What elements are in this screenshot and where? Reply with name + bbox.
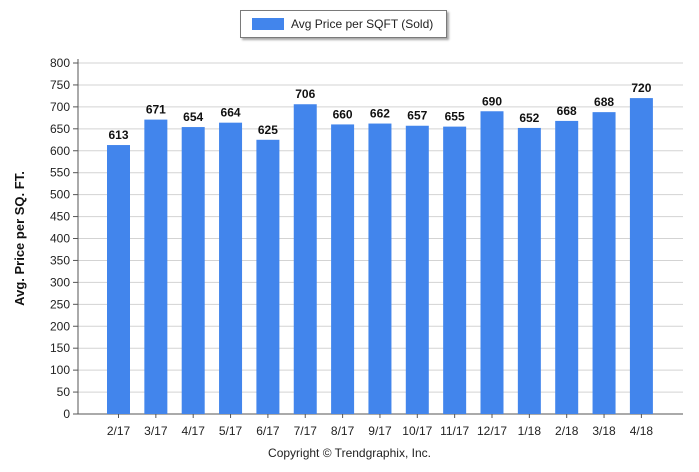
y-tick-label: 0 <box>63 407 70 421</box>
x-tick-label: 10/17 <box>402 424 432 438</box>
y-axis-title: Avg. Price per SQ. FT. <box>12 171 27 306</box>
bar <box>293 104 317 415</box>
bar-value-label: 660 <box>333 107 353 121</box>
copyright-text: Copyright © Trendgraphix, Inc. <box>268 446 431 460</box>
y-tick-label: 150 <box>50 341 70 355</box>
bar-value-label: 720 <box>631 81 651 95</box>
y-tick-label: 250 <box>50 297 70 311</box>
legend-swatch <box>252 18 284 30</box>
bar <box>144 119 168 414</box>
bar <box>443 126 467 415</box>
x-tick-label: 4/18 <box>630 424 654 438</box>
legend: Avg Price per SQFT (Sold) <box>240 10 447 38</box>
bar-value-label: 625 <box>258 123 278 137</box>
x-tick-label: 7/17 <box>294 424 318 438</box>
bar <box>629 98 653 414</box>
bar-value-label: 655 <box>445 110 465 124</box>
bar-value-label: 654 <box>183 110 203 124</box>
y-tick-label: 450 <box>50 210 70 224</box>
bar-value-label: 668 <box>557 104 577 118</box>
bar <box>592 112 616 414</box>
x-tick-label: 12/17 <box>477 424 507 438</box>
x-tick-label: 2/17 <box>107 424 131 438</box>
y-tick-label: 700 <box>50 100 70 114</box>
bar-value-label: 706 <box>295 87 315 101</box>
y-tick-label: 500 <box>50 188 70 202</box>
legend-label: Avg Price per SQFT (Sold) <box>291 17 434 31</box>
bar <box>331 124 355 415</box>
bar <box>256 139 280 414</box>
bar <box>219 122 243 415</box>
y-tick-label: 600 <box>50 144 70 158</box>
y-tick-label: 100 <box>50 363 70 377</box>
y-tick-label: 800 <box>50 56 70 70</box>
y-tick-label: 350 <box>50 253 70 267</box>
bar-value-label: 662 <box>370 107 390 121</box>
bar <box>181 127 205 415</box>
bar-value-label: 657 <box>407 109 427 123</box>
x-tick-label: 11/17 <box>440 424 469 438</box>
x-tick-label: 4/17 <box>182 424 206 438</box>
x-tick-label: 1/18 <box>518 424 542 438</box>
bar-value-label: 613 <box>108 128 128 142</box>
y-tick-label: 300 <box>50 275 70 289</box>
x-tick-label: 3/18 <box>592 424 616 438</box>
y-tick-label: 400 <box>50 232 70 246</box>
x-tick-label: 5/17 <box>219 424 243 438</box>
x-tick-label: 6/17 <box>256 424 280 438</box>
bar <box>555 120 579 414</box>
x-tick-label: 3/17 <box>144 424 168 438</box>
bar-value-label: 688 <box>594 95 614 109</box>
x-tick-label: 2/18 <box>555 424 579 438</box>
bar <box>517 127 541 414</box>
bar <box>405 125 429 415</box>
x-tick-label: 8/17 <box>331 424 355 438</box>
bar <box>368 123 392 415</box>
bar <box>480 111 504 414</box>
y-tick-label: 200 <box>50 319 70 333</box>
y-tick-label: 50 <box>57 385 71 399</box>
bar-value-label: 664 <box>221 106 241 120</box>
bar-value-label: 671 <box>146 103 166 117</box>
y-tick-label: 750 <box>50 78 70 92</box>
y-tick-label: 550 <box>50 166 70 180</box>
x-tick-label: 9/17 <box>368 424 392 438</box>
bar <box>107 145 130 414</box>
bar-value-label: 690 <box>482 94 502 108</box>
y-tick-label: 650 <box>50 122 70 136</box>
bar-value-label: 652 <box>519 111 539 125</box>
